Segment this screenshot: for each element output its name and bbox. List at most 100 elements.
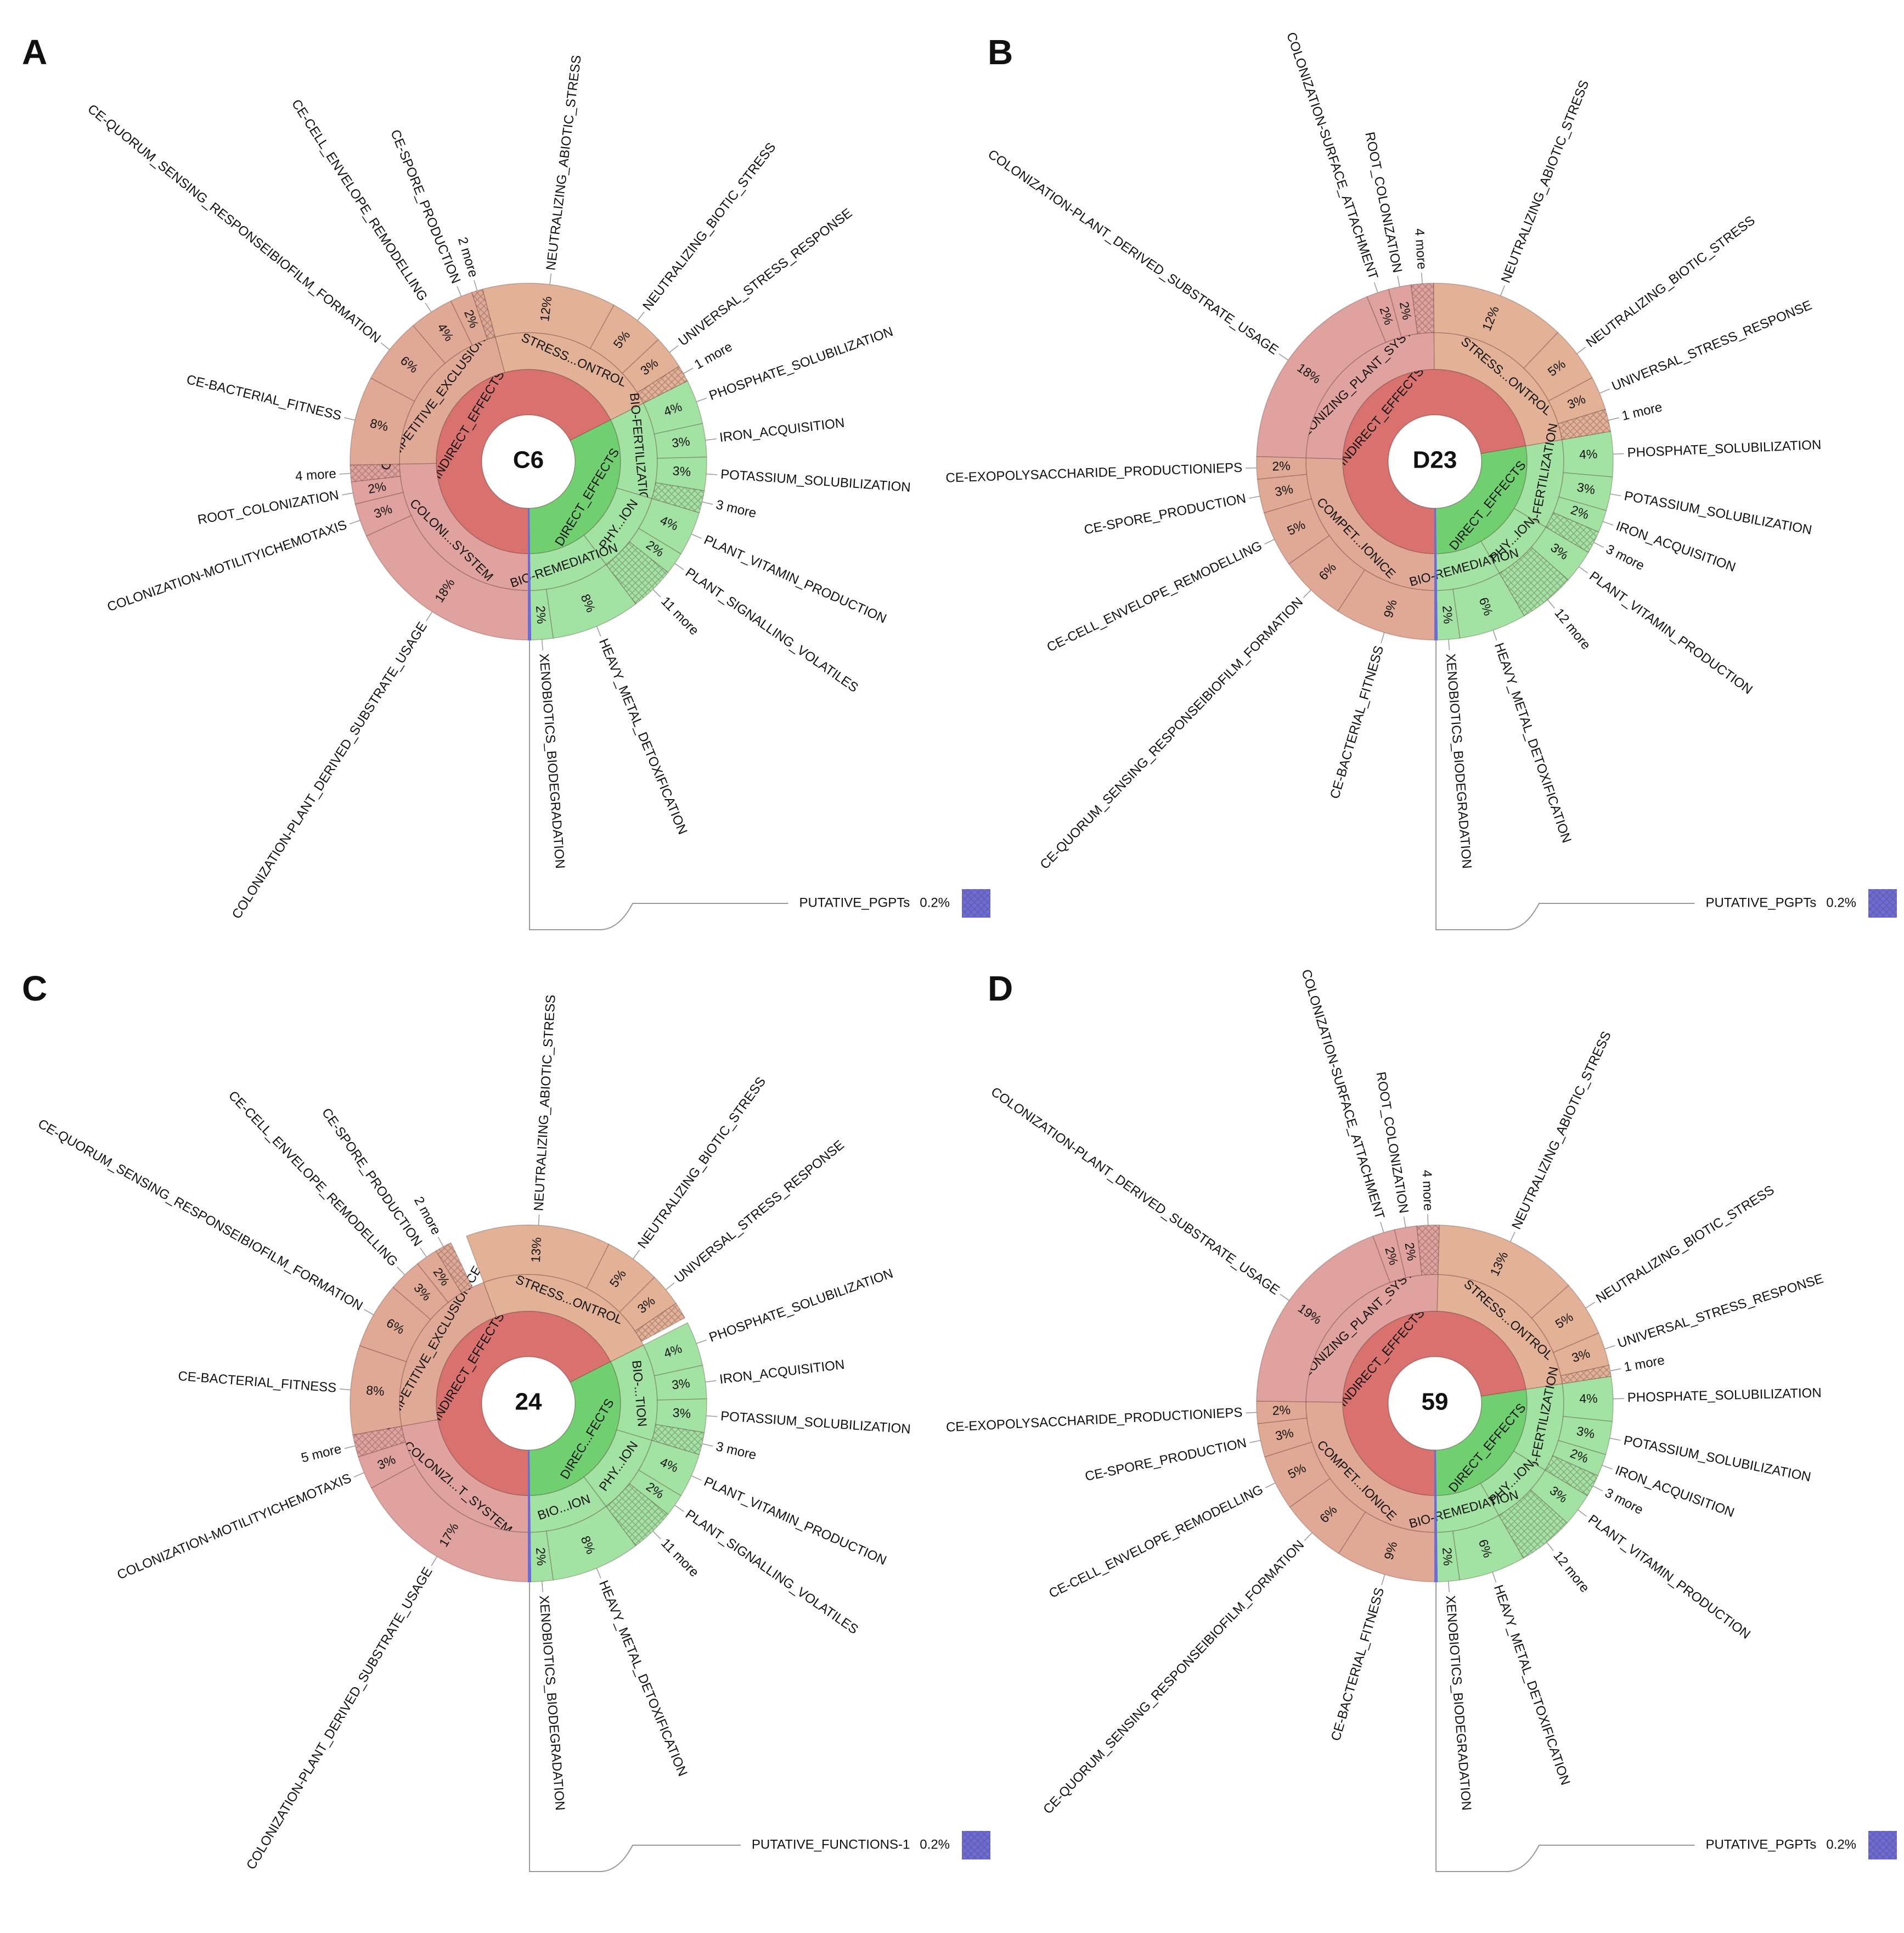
outer-label: NEUTRALIZING_ABIOTIC_STRESS [1499, 78, 1592, 285]
outer-label: CE-EXOPOLYSACCHARIDE_PRODUCTIONIEPS [945, 1405, 1243, 1435]
leader-line [1509, 1232, 1516, 1242]
value-label: 3% [672, 463, 691, 479]
outer-label: PHOSPHATE_SOLUBILIZATION [707, 1266, 895, 1345]
outer-label: COLONIZATION-PLANT_DERIVED_SUBSTRATE_USA… [985, 147, 1281, 358]
leader-line [1304, 1532, 1312, 1541]
outer-label: 11 more [658, 594, 702, 638]
outer-label: 11 more [658, 1536, 702, 1580]
segment [1558, 1415, 1613, 1456]
leader-line [696, 397, 707, 402]
leader-line [353, 1472, 364, 1477]
leader-line [1593, 542, 1604, 548]
outer-label: CE-QUORUM_SENSING_RESPONSEIBIOFILM_FORMA… [85, 102, 383, 346]
leader-line [669, 345, 679, 353]
value-label: 2% [533, 1547, 549, 1566]
segment [354, 492, 412, 537]
leader-line [633, 1250, 640, 1260]
segment [1337, 569, 1435, 640]
sunburst: INDIRECT_EFFECTSCOMPET...IONICE9%CE-BACT… [945, 968, 1897, 1872]
callout-line [529, 639, 788, 930]
outer-label: IRON_ACQUISITION [719, 415, 846, 445]
callout-line [529, 1581, 741, 1872]
leader-line [1602, 521, 1614, 526]
value-label: 2% [1440, 1547, 1455, 1566]
outer-label: 1 more [1623, 1353, 1665, 1375]
outer-label: CE-BACTERIAL_FITNESS [1327, 644, 1387, 800]
segment [643, 1322, 703, 1376]
segment [1305, 1401, 1435, 1533]
outer-label: COLONIZATION-SURFACE_ATTACHMENT [1283, 30, 1381, 281]
outer-label: NEUTRALIZING_ABIOTIC_STRESS [531, 994, 558, 1212]
leader-line [691, 533, 702, 539]
hatch-overlay [1546, 512, 1599, 553]
outer-label: 3 more [1602, 1486, 1646, 1518]
hatch-overlay [1417, 1225, 1440, 1275]
leader-line [596, 1567, 601, 1579]
outer-label: COLONIZATION-SURFACE_ATTACHMENT [1298, 968, 1387, 1221]
legend-value: 0.2% [1826, 1837, 1856, 1852]
segment [1552, 496, 1607, 533]
outer-label: XENOBIOTICS_BIODEGRADATION [1443, 653, 1474, 869]
segment [1366, 289, 1402, 343]
hatch-overlay [606, 542, 668, 604]
outer-label: 1 more [1620, 400, 1664, 424]
outer-label: CE-BACTERIAL_FITNESS [178, 1369, 337, 1396]
leader-line [1608, 417, 1619, 421]
outer-label: NEUTRALIZING_BIOTIC_STRESS [1593, 1183, 1777, 1306]
outer-label: 5 more [300, 1441, 343, 1465]
legend-swatch-hatch [1868, 889, 1897, 918]
leader-line [1610, 493, 1621, 497]
outer-label: PHOSPHATE_SOLUBILIZATION [1627, 437, 1822, 460]
outer-label: 3 more [714, 497, 758, 521]
outer-label: XENOBIOTICS_BIODEGRADATION [536, 653, 567, 869]
legend-value: 0.2% [920, 1837, 950, 1852]
leader-line [674, 1505, 684, 1512]
leader-line [426, 611, 433, 621]
panel-letter: A [22, 32, 47, 72]
hatch-overlay [1558, 409, 1611, 440]
leader-line [702, 1443, 713, 1447]
legend-label: PUTATIVE_PGPTs [1705, 1837, 1816, 1852]
leader-line [1278, 353, 1289, 361]
hatch-overlay [471, 289, 495, 340]
center-hole [1388, 414, 1482, 509]
outer-label: CE-EXOPOLYSACCHARIDE_PRODUCTIONIEPS [945, 460, 1243, 486]
center-label: 24 [515, 1389, 542, 1415]
leader-line [1585, 1302, 1596, 1308]
leader-line [1265, 1482, 1276, 1488]
outer-label: COLONIZATION-PLANT_DERIVED_SUBSTRATE_USA… [244, 1565, 436, 1872]
leader-line [1492, 1572, 1497, 1583]
outer-label: NEUTRALIZING_ABIOTIC_STRESS [1509, 1029, 1614, 1232]
sunburst: INDIRECT_EFFECTSCOLONI...SYSTEM18%COLONI… [85, 54, 990, 930]
leader-line [1492, 630, 1497, 641]
hatch-overlay [350, 464, 401, 482]
outer-label: CE-CELL_ENVELOPE_REMODELLING [289, 97, 430, 304]
value-label: 2% [1397, 300, 1415, 321]
leader-line [339, 1389, 351, 1391]
leader-line [380, 342, 390, 350]
outer-label: 4 more [1412, 228, 1429, 269]
segment [1305, 457, 1435, 591]
leader-line [1249, 496, 1260, 499]
sunburst: INDIRECT_EFFECTSCOLONIZI...T_SYSTEM17%CO… [35, 994, 990, 1872]
outer-label: ROOT_COLONIZATION [196, 487, 340, 527]
value-label: 3% [671, 434, 691, 451]
outer-label: CE-SPORE_PRODUCTION [319, 1105, 425, 1249]
legend-swatch-hatch [1868, 1831, 1897, 1859]
segment [399, 336, 505, 465]
segment [1263, 498, 1330, 565]
leader-line [420, 1248, 427, 1257]
center-label: D23 [1413, 447, 1457, 474]
outer-label: CE-CELL_ENVELOPE_REMODELLING [1047, 1482, 1266, 1601]
segment [1305, 1274, 1439, 1403]
leader-line [364, 1309, 374, 1316]
outer-label: CE-SPORE_PRODUCTION [1083, 491, 1247, 538]
outer-label: HEAVY_METAL_DETOXIFICATION [1491, 641, 1574, 845]
outer-label: PLANT_VITAMIN_PRODUCTION [702, 532, 889, 626]
leader-line [1500, 285, 1505, 296]
leader-line [342, 492, 353, 496]
segment [1562, 1375, 1614, 1422]
hatch-overlay [1499, 1490, 1568, 1559]
